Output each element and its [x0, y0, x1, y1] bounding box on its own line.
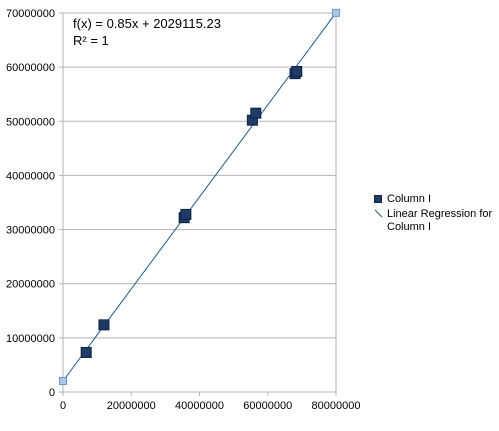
x-tick-label-1: 20000000	[107, 400, 156, 412]
x-tick-labels: 0 20000000 40000000 60000000 80000000	[60, 400, 361, 412]
x-tick-label-4: 80000000	[312, 400, 361, 412]
legend-item-column-i: Column I	[374, 193, 499, 206]
data-point-3	[180, 208, 192, 220]
y-tick-label-4: 40000000	[6, 170, 55, 182]
data-point-7	[291, 65, 303, 77]
regression-endpoint-end	[332, 8, 340, 17]
regression-equation: f(x) = 0.85x + 2029115.23	[73, 16, 221, 31]
x-tick-label-3: 60000000	[243, 400, 292, 412]
regression-endpoint-start	[59, 377, 67, 386]
legend-swatch-column-i	[374, 195, 382, 203]
y-tick-label-1: 10000000	[6, 333, 55, 345]
data-point-0	[80, 346, 92, 358]
y-tick-label-2: 20000000	[6, 279, 55, 291]
y-tick-label-5: 50000000	[6, 116, 55, 128]
r-squared-label: R² = 1	[73, 33, 109, 48]
gridlines	[63, 12, 336, 339]
y-tick-labels: 0 10000000 20000000 30000000 40000000 5000000…	[6, 8, 55, 399]
y-tick-label-3: 30000000	[6, 225, 55, 237]
legend: Column I Linear Regression for Column I	[374, 193, 499, 236]
legend-line-regression	[374, 209, 383, 218]
plot-area-border	[62, 12, 337, 393]
x-tick-label-0: 0	[60, 400, 66, 412]
axes	[59, 12, 337, 396]
x-tick-label-2: 40000000	[175, 400, 224, 412]
legend-item-regression: Linear Regression for Column I	[374, 208, 499, 234]
data-points	[80, 65, 303, 358]
y-tick-label-7: 70000000	[6, 8, 55, 20]
data-point-1	[98, 319, 110, 331]
data-point-5	[250, 107, 262, 119]
y-tick-label-6: 60000000	[6, 62, 55, 74]
legend-label-column-i: Column I	[387, 193, 432, 205]
legend-label-regression: Linear Regression for Column I	[387, 208, 493, 233]
y-tick-label-0: 0	[49, 387, 55, 399]
